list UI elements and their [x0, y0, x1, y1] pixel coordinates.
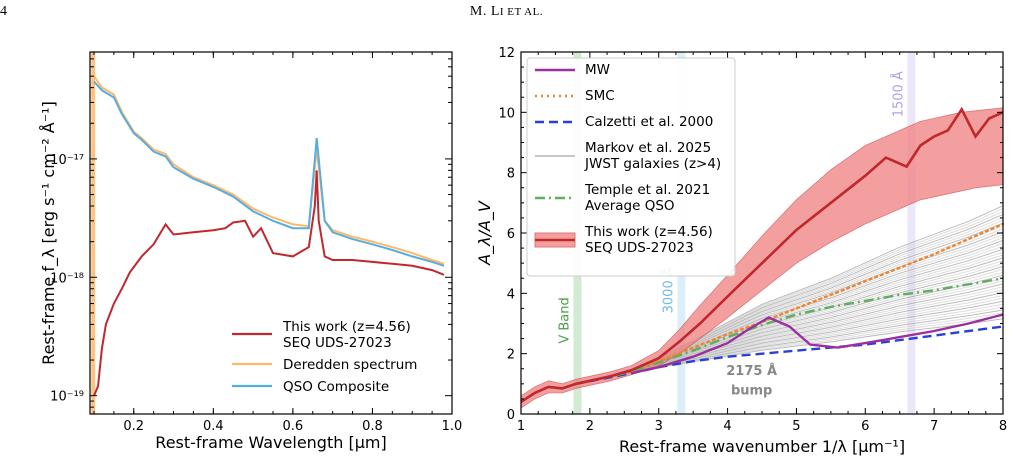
right-markov-line	[631, 228, 1004, 373]
right-ytick-label: 10	[498, 106, 515, 121]
right-markov-line	[631, 280, 1004, 373]
right-xtick-label: 6	[861, 419, 869, 434]
left-deredden-strip	[91, 52, 96, 414]
left-xtick-label: 0.8	[362, 419, 383, 434]
right-ytick-label: 2	[507, 348, 515, 363]
right-legend-label: SMC	[585, 88, 615, 104]
right-ylabel: A_λ/A_V	[475, 200, 495, 266]
right-legend-label: Temple et al. 2021	[584, 182, 710, 198]
left-ytick-label: 10⁻¹⁷	[50, 153, 84, 168]
right-band-label-3000: 3000 Å	[660, 267, 676, 313]
right-xtick-label: 8	[999, 419, 1007, 434]
left-xtick-label: 0.6	[283, 419, 304, 434]
right-legend-label: SEQ UDS-27023	[585, 240, 694, 256]
right-legend-label: This work (z=4.56)	[584, 224, 713, 240]
right-legend-box	[526, 57, 736, 277]
right-series-line-3	[575, 277, 1004, 385]
left-legend-label: This work (z=4.56)	[282, 319, 411, 335]
right-ytick-label: 0	[507, 408, 515, 423]
left-xtick-label: 1.0	[442, 419, 463, 434]
right-xtick-label: 4	[723, 419, 731, 434]
left-ytick-label: 10⁻¹⁸	[50, 271, 84, 286]
right-band-label-vband: V Band	[557, 297, 572, 343]
right-xtick-label: 3	[655, 419, 663, 434]
left-series-line-0	[93, 170, 445, 397]
left-legend-label: Deredden spectrum	[283, 357, 417, 373]
left-legend-label: SEQ UDS-27023	[283, 335, 392, 351]
right-markov-line	[631, 268, 1004, 373]
right-band-2	[907, 52, 916, 414]
right-xtick-label: 2	[586, 419, 594, 434]
left-xtick-label: 0.2	[123, 419, 144, 434]
right-xlabel: Rest-frame wavenumber 1/λ [μm⁻¹]	[619, 437, 905, 456]
left-ytick-label: 10⁻¹⁹	[50, 390, 84, 405]
right-ytick-label: 8	[507, 167, 515, 182]
left-plot-frame	[89, 51, 453, 415]
running-head: M. LI ET AL.	[469, 4, 544, 19]
right-series-line-0	[630, 313, 1004, 375]
right-xtick-label: 5	[792, 419, 800, 434]
left-xlabel: Rest-frame Wavelength [μm]	[155, 433, 386, 452]
left-series-line-2	[93, 80, 445, 267]
left-legend-label: QSO Composite	[283, 379, 389, 395]
bump-annotation-line2: bump	[731, 383, 772, 398]
right-ytick-label: 4	[507, 287, 515, 302]
bump-annotation-line1: 2175 Å	[726, 363, 777, 379]
right-legend-label: Markov et al. 2025	[585, 140, 711, 156]
right-ytick-label: 6	[507, 227, 515, 242]
right-series-line-1	[574, 222, 1005, 385]
right-legend-label: Average QSO	[585, 198, 675, 214]
right-legend-label: Calzetti et al. 2000	[585, 114, 713, 130]
left-ylabel: Rest-frame f_λ [erg s⁻¹ cm⁻² Å⁻¹]	[39, 101, 59, 365]
right-legend-label: JWST galaxies (z>4)	[584, 156, 721, 172]
right-ytick-label: 12	[498, 46, 515, 61]
left-series-line-1	[93, 75, 445, 265]
page-number: 4	[0, 4, 7, 19]
right-markov-line	[631, 300, 1004, 373]
right-series-line-4	[520, 106, 1004, 403]
right-xtick-label: 7	[930, 419, 938, 434]
right-band-label-1500: 1500 Å	[890, 71, 906, 117]
right-xtick-label: 1	[517, 419, 525, 434]
right-legend-label: MW	[585, 62, 610, 78]
left-xtick-label: 0.4	[203, 419, 224, 434]
